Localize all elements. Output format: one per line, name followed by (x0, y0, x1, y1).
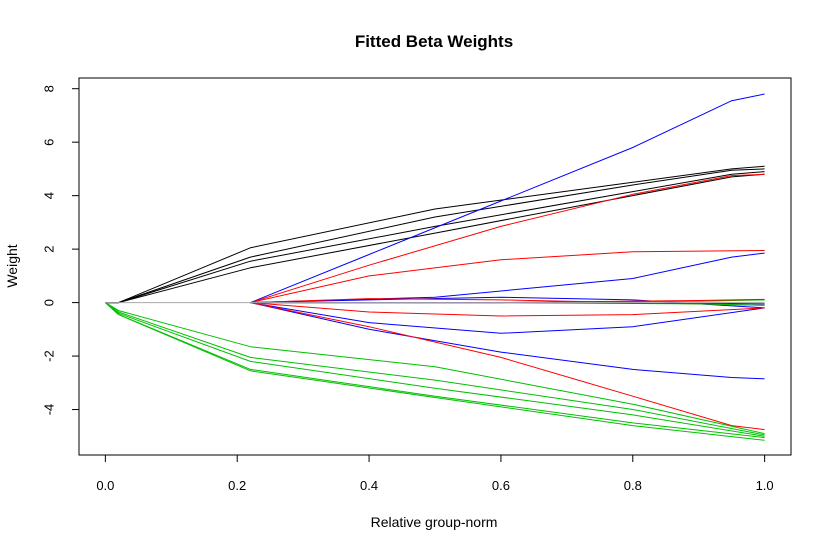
plot-frame (78, 77, 792, 456)
x-axis-label: Relative group-norm (371, 514, 498, 530)
series-line-9 (250, 302, 765, 380)
series-line-16 (105, 302, 765, 436)
series-line-1 (105, 165, 765, 304)
y-tick-label-4: 4 (41, 192, 56, 199)
series-line-14 (250, 302, 765, 431)
series-line-8 (250, 302, 765, 334)
series-line-3 (105, 171, 765, 304)
x-tick-label-2: 0.4 (360, 478, 378, 493)
x-tick-label-0: 0.0 (96, 478, 114, 493)
y-tick-label-2: 0 (41, 299, 56, 306)
series-line-11 (250, 250, 765, 304)
series-line-4 (105, 173, 765, 304)
series-layer (105, 93, 765, 441)
series-line-5 (250, 93, 765, 304)
series-line-17 (105, 302, 765, 437)
x-tick-label-3: 0.6 (492, 478, 510, 493)
y-tick-label-3: 2 (41, 245, 56, 252)
series-line-18 (105, 302, 765, 439)
y-tick-label-5: 6 (41, 139, 56, 146)
y-tick-label-6: 8 (41, 85, 56, 92)
series-line-13 (250, 302, 765, 317)
x-tick-label-4: 0.8 (624, 478, 642, 493)
y-tick-label-1: -2 (41, 350, 56, 362)
y-axis-label: Weight (4, 244, 20, 287)
chart-title: Fitted Beta Weights (355, 32, 513, 51)
series-line-10 (250, 173, 765, 304)
x-tick-label-1: 0.2 (228, 478, 246, 493)
series-line-19 (105, 302, 765, 441)
y-axis: -4 -2 0 2 4 6 8 (41, 85, 80, 416)
series-line-15 (105, 302, 765, 435)
x-axis: 0.0 0.2 0.4 0.6 0.8 1.0 (96, 454, 774, 493)
x-tick-label-5: 1.0 (756, 478, 774, 493)
y-tick-label-0: -4 (41, 404, 56, 416)
